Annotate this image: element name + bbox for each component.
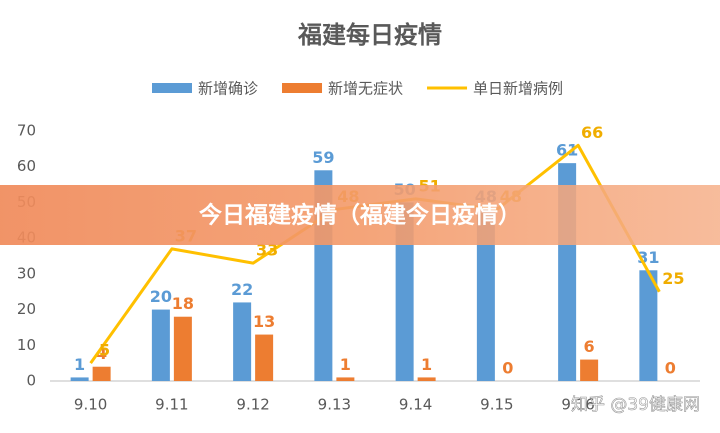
y-tick-label: 20 bbox=[17, 300, 36, 318]
bar bbox=[395, 202, 414, 381]
y-tick-label: 10 bbox=[17, 336, 36, 354]
data-label: 22 bbox=[231, 280, 253, 299]
bar bbox=[151, 309, 170, 381]
x-tick-label: 9.11 bbox=[155, 396, 188, 414]
y-tick-label: 70 bbox=[17, 122, 36, 140]
data-label: 6 bbox=[584, 337, 595, 356]
y-tick-label: 0 bbox=[26, 372, 36, 390]
banner bbox=[0, 185, 720, 245]
data-label: 0 bbox=[502, 359, 513, 378]
data-label: 59 bbox=[312, 148, 334, 167]
bar bbox=[336, 377, 355, 381]
x-tick-label: 9.15 bbox=[480, 396, 513, 414]
data-label: 25 bbox=[662, 269, 684, 288]
data-label: 61 bbox=[556, 141, 578, 160]
data-label: 0 bbox=[665, 359, 676, 378]
data-label: 66 bbox=[581, 123, 603, 142]
bar bbox=[233, 302, 252, 381]
data-label: 13 bbox=[253, 312, 275, 331]
bar bbox=[70, 377, 89, 381]
legend-label: 新增确诊 bbox=[198, 80, 258, 98]
bar bbox=[255, 334, 274, 381]
data-label: 33 bbox=[256, 241, 278, 260]
data-label: 1 bbox=[421, 355, 432, 374]
legend-label: 新增无症状 bbox=[328, 80, 403, 98]
data-label: 18 bbox=[172, 294, 194, 313]
bar bbox=[476, 209, 495, 381]
data-label: 4 bbox=[96, 344, 107, 363]
bar bbox=[92, 366, 111, 381]
x-tick-label: 9.12 bbox=[236, 396, 269, 414]
chart-title: 福建每日疫情 bbox=[297, 21, 442, 49]
bar bbox=[580, 359, 599, 381]
bar bbox=[417, 377, 436, 381]
y-tick-label: 60 bbox=[17, 157, 36, 175]
data-label: 1 bbox=[74, 355, 85, 374]
data-label: 5 bbox=[99, 341, 110, 360]
data-label: 1 bbox=[340, 355, 351, 374]
legend-label: 单日新增病例 bbox=[473, 80, 563, 98]
x-tick-label: 9.10 bbox=[74, 396, 107, 414]
legend-swatch bbox=[152, 83, 192, 93]
x-tick-label: 9.16 bbox=[561, 396, 594, 414]
x-tick-label: 9.13 bbox=[318, 396, 351, 414]
watermark: 知乎 @39健康网 bbox=[571, 395, 700, 415]
data-label: 20 bbox=[150, 287, 172, 306]
bar bbox=[639, 270, 658, 381]
banner-text: 今日福建疫情（福建今日疫情） bbox=[199, 202, 521, 229]
legend-swatch bbox=[282, 83, 323, 93]
x-tick-label: 9.14 bbox=[399, 396, 432, 414]
bar bbox=[173, 316, 192, 381]
y-tick-label: 30 bbox=[17, 264, 36, 282]
